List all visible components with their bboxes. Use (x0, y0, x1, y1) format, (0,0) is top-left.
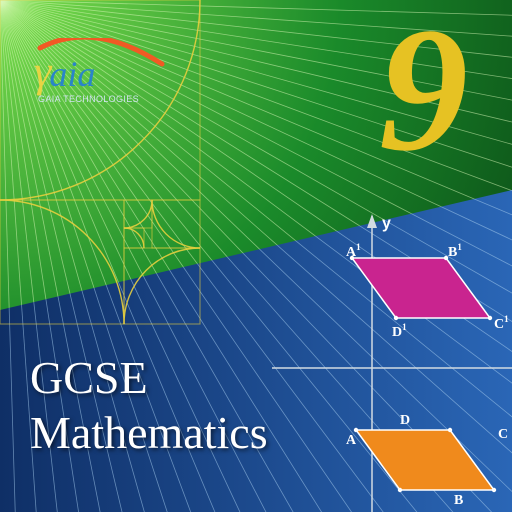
svg-text:C: C (498, 427, 508, 442)
title: GCSE Mathematics (30, 351, 268, 460)
grade-number: 9 9 (379, 0, 468, 178)
title-line2: Mathematics (30, 406, 268, 460)
svg-text:γaia: γaia (34, 47, 95, 96)
title-line1: GCSE (30, 351, 268, 405)
svg-text:A: A (346, 433, 357, 448)
cover: { "canvas": { "w": 512, "h": 512 }, "bac… (0, 0, 512, 512)
svg-text:D: D (400, 413, 410, 428)
svg-text:GAIA TECHNOLOGIES: GAIA TECHNOLOGIES (38, 94, 139, 104)
svg-text:y: y (382, 215, 391, 232)
svg-text:B: B (454, 493, 463, 508)
